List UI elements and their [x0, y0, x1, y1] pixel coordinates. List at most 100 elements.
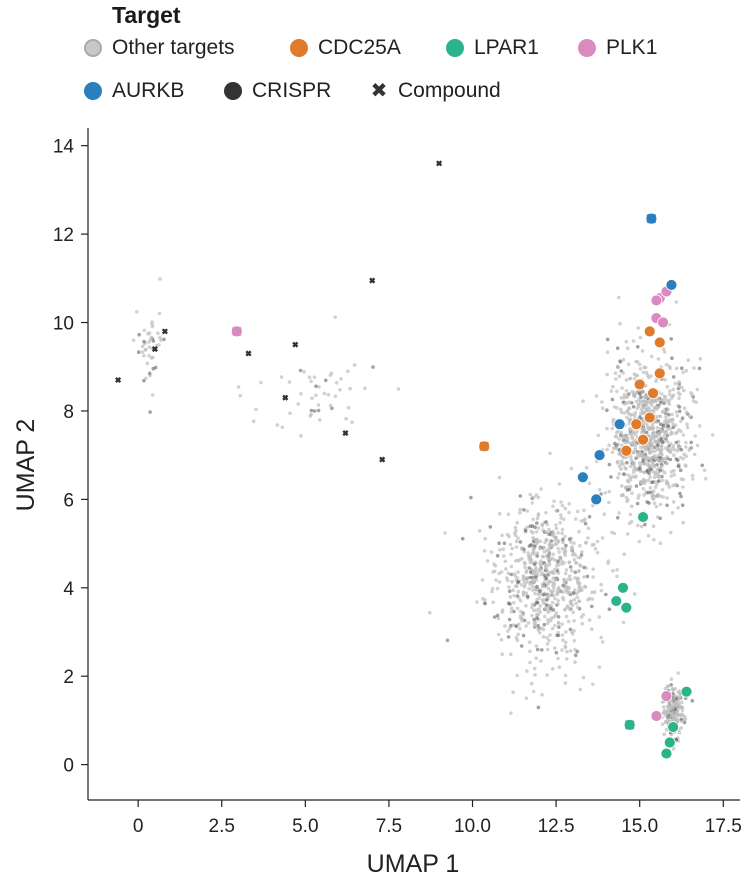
background-point	[314, 393, 318, 398]
compound-point	[115, 376, 122, 384]
background-point	[660, 392, 664, 396]
background-point	[569, 568, 574, 573]
background-point	[543, 562, 548, 567]
background-point	[663, 378, 667, 382]
background-point	[528, 492, 533, 497]
background-point	[664, 430, 669, 435]
background-point	[595, 550, 600, 555]
background-point	[660, 478, 665, 483]
background-point	[524, 696, 529, 701]
background-point	[667, 412, 671, 417]
background-point	[517, 596, 521, 600]
background-point	[503, 624, 507, 628]
x-tick-label: 5.0	[292, 816, 318, 837]
background-point	[633, 410, 638, 415]
background-point	[564, 543, 568, 548]
background-point	[490, 586, 495, 591]
background-point	[673, 707, 677, 712]
background-point	[684, 368, 688, 373]
cross-stroke	[379, 456, 386, 463]
background-point	[535, 516, 540, 521]
background-point	[507, 585, 511, 589]
circle-marker-icon	[290, 39, 308, 57]
x-tick-label: 2.5	[209, 816, 235, 837]
background-point	[659, 437, 664, 442]
background-point	[660, 410, 665, 414]
background-point	[666, 427, 670, 431]
background-point	[644, 401, 648, 406]
point-cdc25a	[653, 367, 666, 380]
background-point	[626, 498, 630, 502]
background-point	[607, 500, 611, 505]
background-point	[664, 410, 669, 415]
background-point	[551, 532, 556, 536]
background-point	[677, 730, 682, 735]
background-point	[158, 335, 162, 340]
background-point	[668, 457, 673, 462]
background-point	[669, 683, 673, 687]
background-point	[541, 627, 546, 632]
background-point	[524, 576, 528, 581]
background-point	[626, 473, 631, 477]
background-point	[531, 588, 535, 592]
background-point	[650, 455, 655, 460]
background-point	[599, 492, 603, 496]
background-point	[607, 462, 612, 467]
background-point	[563, 534, 567, 539]
background-point	[508, 595, 513, 599]
background-point	[667, 389, 672, 393]
background-point	[314, 384, 318, 389]
compound-point	[342, 430, 349, 437]
background-point	[676, 464, 681, 468]
background-point	[605, 408, 609, 413]
background-point	[565, 604, 570, 608]
background-point	[692, 366, 696, 370]
background-point	[524, 570, 529, 574]
background-point	[677, 384, 681, 389]
background-point	[575, 605, 580, 610]
background-point	[572, 541, 576, 545]
background-point	[666, 448, 670, 452]
background-point	[617, 437, 621, 441]
background-point	[655, 493, 660, 498]
background-point	[552, 646, 557, 650]
legend-item-aurkb: AURKB	[84, 77, 184, 105]
background-point	[585, 574, 590, 579]
background-point	[587, 618, 592, 622]
background-point	[611, 568, 615, 573]
background-point	[530, 602, 535, 607]
background-point	[445, 638, 450, 643]
background-point	[662, 470, 667, 475]
background-point	[684, 445, 688, 449]
background-point	[538, 546, 542, 551]
background-point	[583, 521, 588, 526]
background-point	[539, 487, 543, 491]
background-point	[637, 391, 642, 396]
y-tick-label: 12	[53, 225, 74, 246]
background-point	[674, 440, 679, 445]
background-point	[563, 546, 567, 551]
point-cdc25a	[643, 411, 656, 424]
background-point	[545, 642, 550, 646]
background-point	[573, 576, 577, 580]
legend-item-other-targets: Other targets	[84, 34, 235, 62]
background-point	[600, 400, 604, 404]
background-point	[511, 588, 515, 592]
background-point	[150, 393, 155, 397]
background-point	[651, 469, 655, 474]
background-point	[561, 638, 565, 642]
background-point	[600, 406, 605, 411]
background-point	[660, 487, 665, 492]
background-point	[150, 324, 155, 329]
background-point	[554, 535, 558, 540]
background-point	[519, 644, 524, 648]
highlighted-compound-point	[624, 719, 635, 730]
background-point	[633, 446, 638, 451]
background-point	[634, 456, 638, 461]
background-point	[156, 331, 160, 336]
background-point	[545, 553, 549, 558]
background-point	[581, 675, 586, 680]
background-point	[551, 583, 555, 588]
background-point	[675, 458, 680, 463]
legend-item-crispr: CRISPR	[224, 77, 331, 105]
